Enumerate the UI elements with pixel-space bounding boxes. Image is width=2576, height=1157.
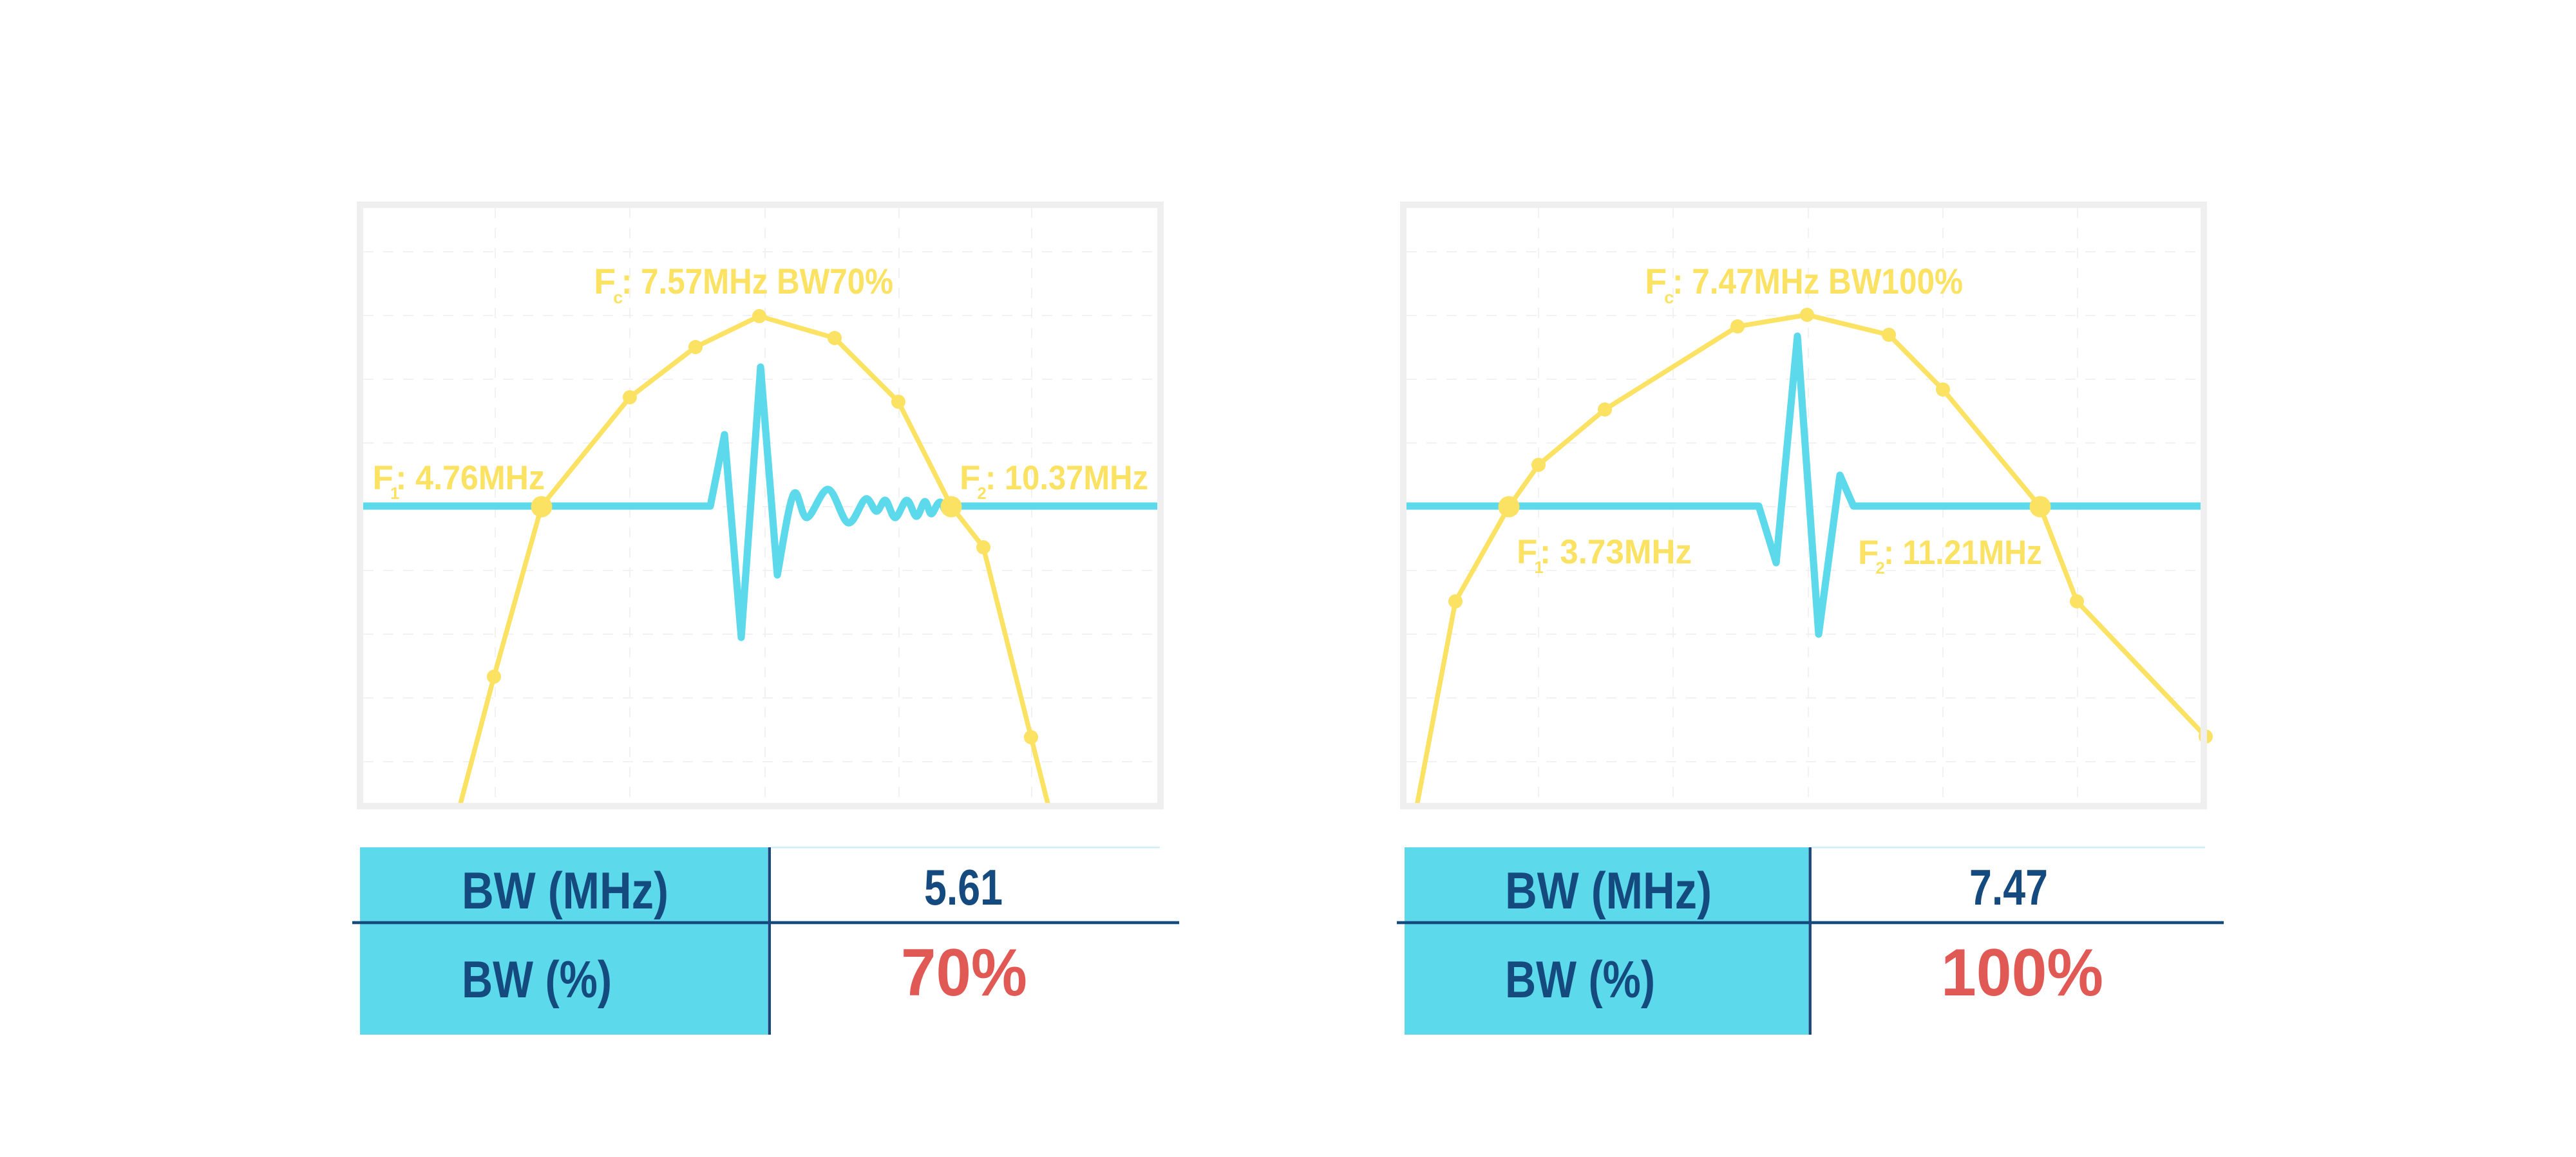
svg-text:: 7.57MHz BW70%: : 7.57MHz BW70% (621, 261, 893, 301)
svg-text:F2: F2 (960, 459, 987, 503)
svg-text:: 3.73MHz: : 3.73MHz (1540, 533, 1692, 571)
svg-text:BW (MHz): BW (MHz) (1505, 862, 1712, 920)
svg-text:: 7.47MHz BW100%: : 7.47MHz BW100% (1672, 261, 1963, 301)
svg-text:BW (%): BW (%) (462, 951, 612, 1009)
svg-text:: 10.37MHz: : 10.37MHz (985, 459, 1148, 497)
svg-text:F2: F2 (1858, 534, 1885, 578)
svg-text:Fc: Fc (1645, 261, 1674, 307)
svg-text:: 11.21MHz: : 11.21MHz (1884, 534, 2042, 572)
svg-text:100%: 100% (1941, 936, 2103, 1010)
svg-text:BW (%): BW (%) (1505, 951, 1655, 1009)
svg-text:70%: 70% (901, 936, 1027, 1010)
svg-text:7.47: 7.47 (1969, 859, 2048, 916)
svg-text:: 4.76MHz: : 4.76MHz (396, 459, 545, 497)
svg-text:Fc: Fc (594, 261, 623, 307)
svg-text:5.61: 5.61 (924, 859, 1003, 916)
svg-text:BW (MHz): BW (MHz) (462, 862, 668, 920)
